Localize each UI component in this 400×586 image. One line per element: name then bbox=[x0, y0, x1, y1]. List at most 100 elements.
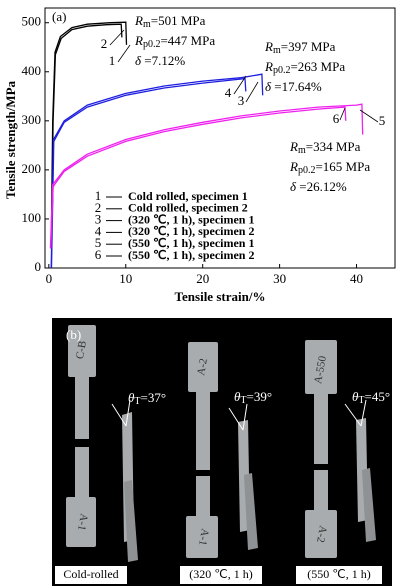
angle-lines bbox=[111, 399, 367, 431]
annotation: δ =26.12% bbox=[290, 179, 347, 194]
symbol: θ bbox=[128, 390, 135, 405]
legend-label: (320 ℃, 1 h), specimen 1 bbox=[128, 212, 254, 226]
legend-label: Cold rolled, specimen 1 bbox=[128, 189, 248, 203]
legend-number: 3 bbox=[95, 212, 102, 227]
symbol: θ bbox=[234, 389, 241, 404]
leader-line bbox=[245, 81, 259, 103]
subscript: m bbox=[143, 19, 151, 30]
legend-number: 2 bbox=[95, 200, 102, 215]
legend-number: 6 bbox=[95, 247, 102, 262]
subscript: T bbox=[240, 395, 246, 406]
photo-panel: (b)θT=37° θT=39° θT=45°Cold-rolled (320 ℃, … bbox=[52, 318, 392, 586]
specimens bbox=[66, 325, 376, 562]
y-tick-label: 100 bbox=[22, 210, 42, 225]
value-text: =447 MPa bbox=[160, 33, 215, 48]
value-text: =17.64% bbox=[271, 79, 322, 94]
value-text: =263 MPa bbox=[290, 59, 345, 74]
legend-label: (550 ℃, 1 h), specimen 1 bbox=[128, 236, 254, 250]
symbol: θ bbox=[352, 389, 359, 404]
legend-number: 5 bbox=[95, 235, 102, 250]
specimen-mark: A-550 bbox=[312, 355, 329, 385]
value-text: =45° bbox=[365, 389, 391, 404]
specimen-mark: C-B bbox=[74, 340, 89, 360]
y-axis-label: Tensile strength/MPa bbox=[3, 80, 18, 199]
subscript: T bbox=[358, 395, 364, 406]
value-text: =334 MPa bbox=[306, 139, 361, 154]
x-tick-label: 20 bbox=[196, 271, 209, 286]
symbol: δ bbox=[135, 53, 142, 68]
x-tick-label: 30 bbox=[273, 271, 286, 286]
annotation: δ =7.12% bbox=[135, 53, 185, 68]
curve-label: 2 bbox=[101, 36, 108, 51]
panel-label: (a) bbox=[52, 9, 66, 24]
subscript: m bbox=[298, 145, 306, 156]
symbol: R bbox=[264, 39, 273, 54]
legend-label: Cold rolled, specimen 2 bbox=[128, 201, 248, 215]
legend-number: 4 bbox=[95, 223, 102, 238]
annotation: Rm=397 MPa bbox=[264, 39, 336, 56]
subscript: p0.2 bbox=[143, 39, 161, 50]
subscript: p0.2 bbox=[273, 65, 291, 76]
legend-label: (550 ℃, 1 h), specimen 2 bbox=[128, 248, 254, 262]
value-text: =39° bbox=[247, 389, 273, 404]
y-tick-label: 0 bbox=[35, 259, 42, 274]
curve bbox=[50, 23, 123, 249]
legend-label: (320 ℃, 1 h), specimen 2 bbox=[128, 224, 254, 238]
value-text: =397 MPa bbox=[281, 39, 336, 54]
photo-background bbox=[52, 318, 392, 586]
symbol: R bbox=[289, 139, 298, 154]
annotation: Rm=501 MPa bbox=[134, 13, 206, 30]
caption: (320 ℃, 1 h) bbox=[189, 567, 252, 581]
curve-label: 3 bbox=[238, 93, 245, 108]
value-text: =165 MPa bbox=[315, 159, 370, 174]
x-tick-label: 10 bbox=[119, 271, 132, 286]
angle-label: θT=39° bbox=[234, 389, 272, 406]
curve bbox=[49, 103, 364, 249]
specimen-mark: A-1 bbox=[196, 528, 211, 547]
leader-line bbox=[359, 109, 379, 123]
value-text: =37° bbox=[141, 390, 167, 405]
subscript: m bbox=[273, 45, 281, 56]
annotation: Rp0.2=165 MPa bbox=[289, 159, 370, 176]
caption-box bbox=[296, 566, 382, 584]
curve-label: 6 bbox=[333, 111, 340, 126]
x-tick-label: 40 bbox=[350, 271, 363, 286]
curve-label: 4 bbox=[225, 85, 232, 100]
symbol: δ bbox=[265, 79, 272, 94]
x-tick-label: 0 bbox=[46, 271, 53, 286]
value-text: =7.12% bbox=[141, 53, 185, 68]
subscript: p0.2 bbox=[298, 165, 316, 176]
caption-box bbox=[55, 566, 127, 584]
caption-box bbox=[180, 566, 262, 584]
curve-label: 1 bbox=[109, 53, 116, 68]
symbol: R bbox=[264, 59, 273, 74]
leader-line bbox=[233, 75, 247, 95]
symbol: R bbox=[134, 33, 143, 48]
annotation: Rp0.2=447 MPa bbox=[134, 33, 215, 50]
x-axis-label: Tensile strain/% bbox=[175, 289, 266, 304]
specimen-mark: A-1 bbox=[75, 513, 90, 532]
symbol: δ bbox=[290, 179, 297, 194]
symbol: R bbox=[134, 13, 143, 28]
y-tick-label: 500 bbox=[22, 14, 42, 29]
value-text: =501 MPa bbox=[151, 13, 206, 28]
angle-label: θT=37° bbox=[128, 390, 166, 407]
value-text: =26.12% bbox=[296, 179, 347, 194]
caption: Cold-rolled bbox=[63, 567, 118, 581]
plot-frame bbox=[44, 7, 396, 269]
curve bbox=[50, 77, 247, 269]
curve bbox=[50, 73, 264, 269]
leader-line bbox=[339, 107, 346, 121]
y-tick-label: 200 bbox=[22, 161, 42, 176]
annotation: Rm=334 MPa bbox=[289, 139, 361, 156]
y-tick-label: 300 bbox=[22, 112, 42, 127]
caption: (550 ℃, 1 h) bbox=[307, 567, 370, 581]
panel-label: (b) bbox=[66, 327, 81, 342]
y-tick-label: 400 bbox=[22, 63, 42, 78]
subscript: T bbox=[134, 396, 140, 407]
curve bbox=[50, 106, 347, 249]
curve-label: 5 bbox=[379, 113, 386, 128]
leader-line bbox=[117, 44, 131, 63]
legend-number: 1 bbox=[95, 188, 102, 203]
